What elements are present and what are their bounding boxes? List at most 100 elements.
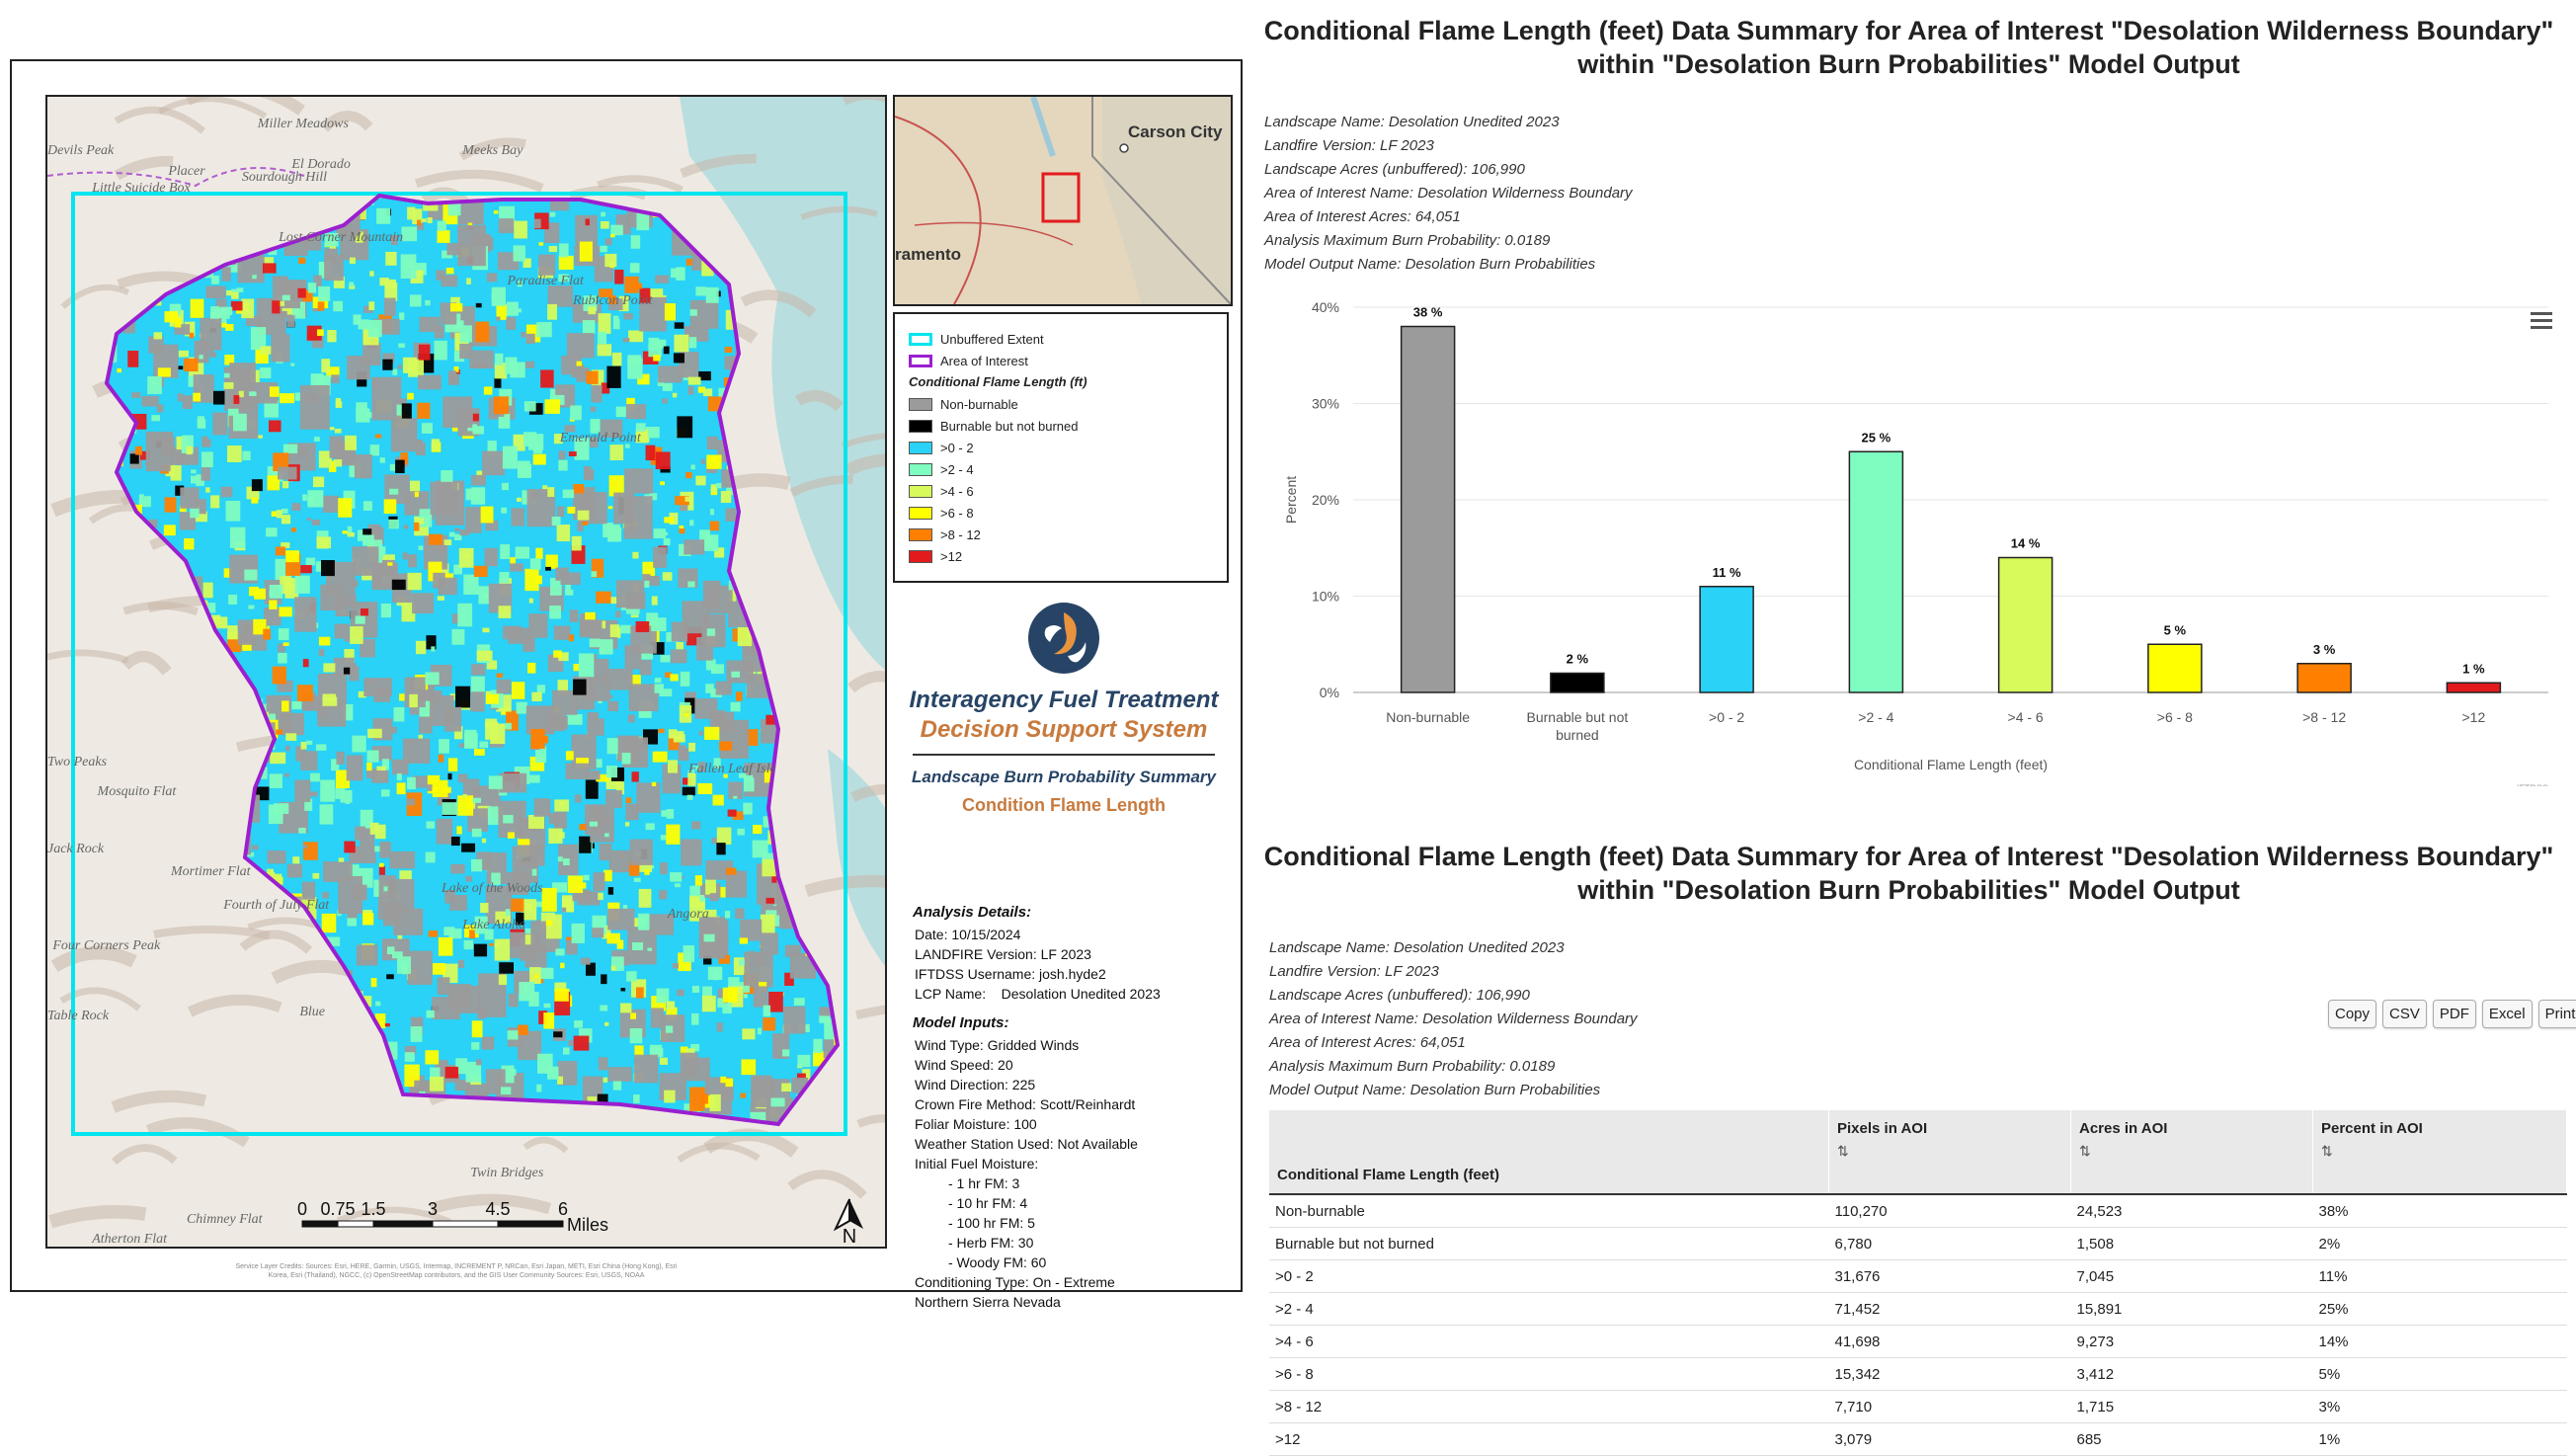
table-cell: 1%: [2312, 1422, 2567, 1456]
terrain-shading: [800, 205, 878, 220]
table-cell: 15,891: [2070, 1292, 2313, 1326]
scale-segment: [497, 1220, 564, 1228]
table-row: >12 3,079 685 1%: [1269, 1422, 2567, 1456]
legend-class-item: >2 - 4: [909, 458, 1227, 480]
x-tick-label: burned: [1556, 727, 1599, 743]
table-report-title: Conditional Flame Length (feet) Data Sum…: [1254, 840, 2563, 907]
copy-button[interactable]: Copy: [2328, 1000, 2377, 1028]
terrain-shading: [680, 153, 757, 179]
legend-swatch: [909, 549, 932, 563]
map-place-label: Chimney Flat: [186, 1211, 263, 1227]
metadata-line: Area of Interest Acres: 64,051: [1269, 1034, 1466, 1051]
column-header-flame-length[interactable]: Conditional Flame Length (feet): [1269, 1110, 1829, 1195]
inset-locator-map: Carson City ramento: [893, 95, 1233, 306]
map-place-label: Fourth of July Flat: [223, 898, 330, 914]
inset-label-carson-city: Carson City: [1128, 122, 1223, 141]
table-cell: 685: [2070, 1422, 2313, 1456]
excel-button[interactable]: Excel: [2481, 1000, 2533, 1028]
terrain-shading: [458, 137, 526, 161]
legend-label: Burnable but not burned: [940, 418, 1079, 434]
bar-data-label: 2 %: [1567, 652, 1589, 667]
title-line-2: within "Desolation Burn Probabilities" M…: [1577, 49, 2240, 79]
bar: [1550, 672, 1605, 693]
sort-icon[interactable]: ⇅: [2321, 1143, 2333, 1159]
bar-data-label: 5 %: [2164, 622, 2187, 637]
table-cell: 1,715: [2070, 1390, 2313, 1423]
table-cell: Burnable but not burned: [1269, 1227, 1829, 1260]
model-input-line: Initial Fuel Moisture:: [915, 1156, 1039, 1172]
table-cell: 14%: [2312, 1325, 2567, 1358]
legend-class-item: >12: [909, 545, 1227, 567]
terrain-shading: [850, 783, 885, 802]
sort-icon[interactable]: ⇅: [1837, 1143, 1849, 1159]
column-header-percent[interactable]: Percent in AOI ⇅: [2312, 1110, 2567, 1195]
map-place-label: Lost Corner Mountain: [279, 230, 404, 246]
metadata-line: Landscape Acres (unbuffered): 106,990: [1264, 161, 1525, 178]
y-tick-label: 20%: [1312, 492, 1339, 508]
bar-data-label: 3 %: [2313, 642, 2336, 657]
y-tick-label: 0%: [1320, 685, 1339, 700]
map-credits: Service Layer Credits: Sources: Esri, HE…: [235, 1263, 678, 1279]
table-cell: 110,270: [1828, 1194, 2071, 1228]
x-tick-label: >12: [2462, 709, 2486, 725]
terrain-shading: [740, 289, 817, 318]
analysis-line: IFTDSS Username: josh.hyde2: [915, 966, 1106, 982]
x-tick-label: >6 - 8: [2157, 709, 2193, 725]
map-place-label: Little Suicide Box: [92, 180, 191, 196]
chart-context-menu-icon[interactable]: [2531, 312, 2552, 330]
table-header-row: Conditional Flame Length (feet) Pixels i…: [1269, 1110, 2567, 1195]
bar-data-label: 38 %: [1413, 305, 1443, 320]
csv-button[interactable]: CSV: [2382, 1000, 2427, 1028]
legend-label: Unbuffered Extent: [940, 331, 1044, 347]
metadata-line: Landscape Name: Desolation Unedited 2023: [1264, 114, 1560, 130]
map-place-label: Fallen Leaf Isle: [688, 761, 776, 776]
table-cell: 38%: [2312, 1194, 2567, 1228]
main-map[interactable]: Miller Meadows Meeks Bay Devils Peak Placer…: [45, 95, 887, 1249]
legend-class-item: Non-burnable: [909, 393, 1227, 415]
map-place-label: Sourdough Hill: [241, 170, 328, 186]
legend-item-area-of-interest: Area of Interest: [909, 350, 1227, 371]
legend-class-item: >8 - 12: [909, 524, 1227, 545]
map-place-label: Emerald Point: [559, 431, 641, 445]
scale-tick-label: 0: [297, 1199, 307, 1219]
flame-length-raster: [107, 196, 838, 1124]
table-cell: 9,273: [2070, 1325, 2313, 1358]
analysis-details: Analysis Details: Date: 10/15/2024 LANDFI…: [901, 903, 1243, 1312]
metadata-line: Area of Interest Name: Desolation Wilder…: [1269, 1011, 1638, 1027]
fuel-moisture-line: - Woody FM: 60: [948, 1254, 1047, 1270]
table-row: Non-burnable 110,270 24,523 38%: [1269, 1194, 2567, 1228]
map-place-label: Jack Rock: [47, 841, 105, 856]
pdf-button[interactable]: PDF: [2432, 1000, 2476, 1028]
table-cell: 11%: [2312, 1259, 2567, 1293]
print-button[interactable]: Print: [2537, 1000, 2576, 1028]
model-inputs-lines: Wind Type: Gridded Winds Wind Speed: 20 Wi…: [901, 1035, 1243, 1312]
table-row: >0 - 2 31,676 7,045 11%: [1269, 1259, 2567, 1293]
scale-tick-label: 6: [558, 1199, 568, 1219]
legend-classes: Non-burnable Burnable but not burned >0 - …: [909, 393, 1227, 567]
terrain-shading: [320, 111, 373, 132]
terrain-shading: [48, 1205, 147, 1229]
map-export-panel: Miller Meadows Meeks Bay Devils Peak Placer…: [10, 59, 1243, 1310]
map-place-label: Rubicon Point: [573, 293, 653, 309]
inset-aoi-marker: [1041, 172, 1081, 223]
terrain-shading: [50, 945, 137, 973]
table-cell: 6,780: [1828, 1227, 2071, 1260]
terrain-shading: [787, 1170, 867, 1199]
column-header-pixels[interactable]: Pixels in AOI ⇅: [1828, 1110, 2071, 1195]
table-cell: 7,045: [2070, 1259, 2313, 1293]
map-place-label: Lake of the Woods: [442, 881, 543, 897]
table-cell: 1,508: [2070, 1227, 2313, 1260]
north-arrow-icon: N: [833, 1198, 863, 1243]
terrain-shading: [677, 1142, 761, 1163]
chart-report-title: Conditional Flame Length (feet) Data Sum…: [1254, 14, 2563, 81]
legend-heading: Conditional Flame Length (ft): [909, 374, 1087, 389]
title-line-1: Conditional Flame Length (feet) Data Sum…: [1263, 16, 2554, 45]
column-header-acres[interactable]: Acres in AOI ⇅: [2070, 1110, 2313, 1195]
brand-subtitle: Decision Support System: [920, 716, 1208, 743]
scale-segment: [372, 1220, 434, 1228]
map-canvas: [47, 97, 885, 1229]
legend-label: >6 - 8: [940, 505, 974, 521]
sort-icon[interactable]: ⇅: [2079, 1143, 2091, 1159]
terrain-shading: [185, 97, 305, 116]
model-input-line: Northern Sierra Nevada: [915, 1294, 1061, 1310]
